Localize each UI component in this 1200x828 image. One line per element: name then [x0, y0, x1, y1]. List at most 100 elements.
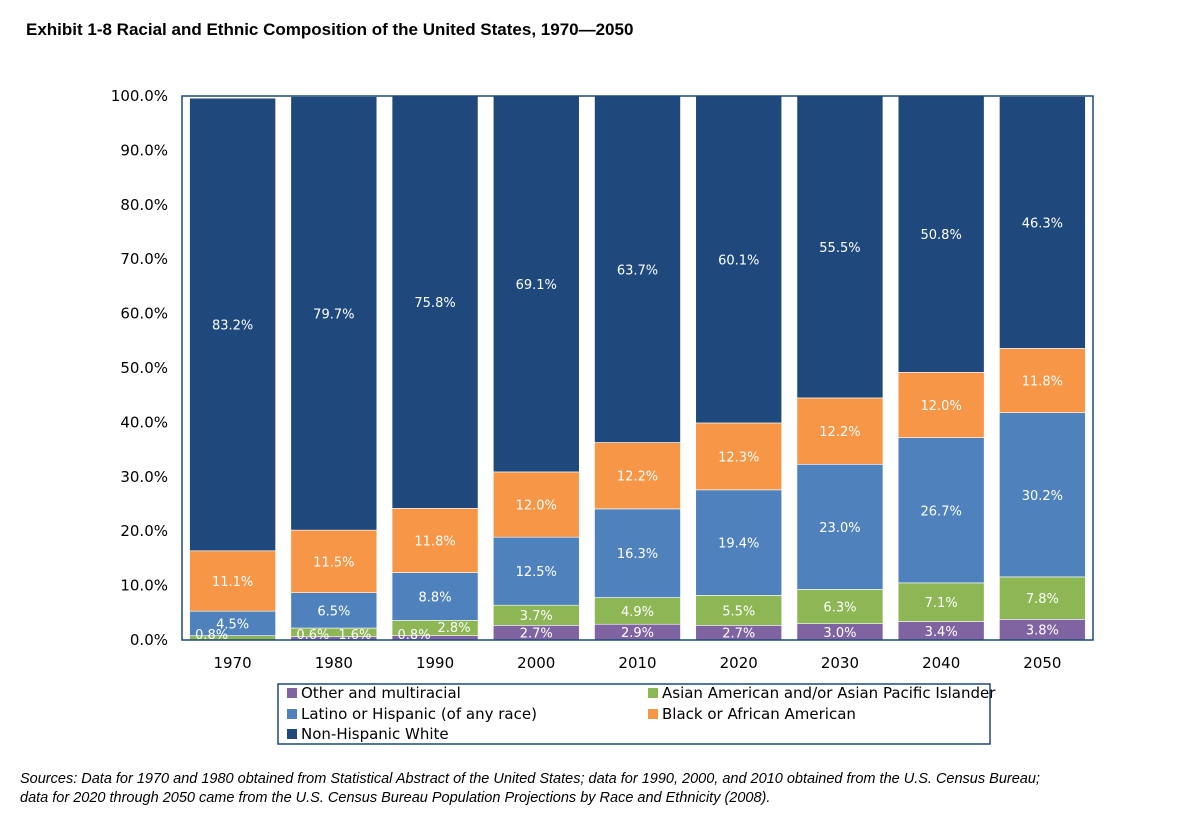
plot-area: 0.8%4.5%11.1%83.2%0.6% 1.6%6.5%11.5%79.7%…	[181, 95, 1094, 643]
sources-line-2: data for 2020 through 2050 came from the…	[20, 790, 771, 806]
data-label-2000-s3: 12.0%	[516, 499, 557, 514]
bar-segment-1970-s3	[189, 550, 276, 612]
x-tick-label: 2040	[922, 654, 960, 672]
bar-segment-2020-s1	[695, 595, 783, 626]
bar-segment-2050-s4	[999, 96, 1086, 349]
data-label-2020-s1: 5.5%	[722, 604, 755, 619]
bar-segment-1990-s4	[391, 95, 479, 509]
sources-line-1: Sources: Data for 1970 and 1980 obtained…	[20, 771, 1040, 787]
x-tick-label: 1970	[214, 654, 252, 672]
data-label-2030-s1: 6.3%	[823, 601, 856, 616]
legend-label-s2: Latino or Hispanic (of any race)	[301, 705, 537, 723]
y-tick-label: 90.0%	[120, 141, 168, 159]
data-label-2010-s4: 63.7%	[617, 263, 658, 278]
x-tick-label: 2010	[618, 654, 656, 672]
chart-title: Exhibit 1-8 Racial and Ethnic Compositio…	[26, 20, 634, 39]
legend-swatch-s0	[287, 688, 297, 698]
legend: Other and multiracial Asian American and/…	[277, 683, 996, 745]
bar-segment-2010-s1	[594, 597, 681, 625]
data-label-2050-s0: 3.8%	[1026, 624, 1059, 639]
data-label-1980-s4: 79.7%	[313, 307, 354, 322]
plot-frame	[181, 95, 1094, 641]
bar-segment-2010-s2	[594, 508, 681, 598]
legend-label-s1: Asian American and/or Asian Pacific Isla…	[662, 684, 996, 702]
data-label-2000-s0: 2.7%	[520, 627, 553, 642]
data-label-2000-s1: 3.7%	[520, 609, 553, 624]
bar-segment-1980-s2	[290, 592, 378, 629]
x-tick-label: 2000	[517, 654, 555, 672]
data-label-2030-s2: 23.0%	[819, 521, 860, 536]
data-label-2040-s2: 26.7%	[921, 504, 962, 519]
x-axis: 1970 1980 1990 2000 2010 2020 2030 2040 2050	[214, 654, 1062, 672]
bar-segment-2050-s1	[999, 576, 1086, 620]
data-label-2040-s0: 3.4%	[925, 625, 958, 640]
data-label-1980-s3: 11.5%	[313, 555, 354, 570]
sources-note: Sources: Data for 1970 and 1980 obtained…	[20, 770, 1190, 808]
data-label-2020-s3: 12.3%	[718, 450, 759, 465]
bar-segment-2020-s4	[695, 95, 783, 424]
y-tick-label: 40.0%	[120, 413, 168, 431]
data-label-2010-s1: 4.9%	[621, 605, 654, 620]
data-label-2050-s1: 7.8%	[1026, 592, 1059, 607]
legend-swatch-s2	[287, 709, 297, 719]
legend-swatch-s1	[648, 688, 658, 698]
data-label-1970-s4: 83.2%	[212, 318, 253, 333]
stacked-bar-chart: 0.8%4.5%11.1%83.2%0.6% 1.6%6.5%11.5%79.7%…	[111, 87, 1094, 745]
x-tick-label: 1980	[315, 654, 353, 672]
bar-segment-2040-s2	[897, 437, 985, 584]
bar-segment-1990-s2	[391, 572, 479, 621]
bar-segment-2040-s3	[897, 372, 985, 438]
data-label-1990-s2: 8.8%	[419, 590, 452, 605]
bar-segment-2040-s1	[897, 582, 985, 622]
data-label-2050-s4: 46.3%	[1022, 216, 1063, 231]
data-label-2010-s3: 12.2%	[617, 470, 658, 485]
bar-segment-2010-s4	[594, 95, 681, 443]
bar-segment-2020-s2	[695, 489, 783, 596]
data-label-1990-s3: 11.8%	[414, 534, 455, 549]
data-label-2020-s0: 2.7%	[722, 627, 755, 642]
bar-segment-2040-s4	[897, 95, 985, 373]
legend-swatch-s4	[287, 729, 297, 739]
data-label-2000-s4: 69.1%	[516, 278, 557, 293]
y-tick-label: 0.0%	[130, 631, 168, 649]
data-label-1990-s4: 75.8%	[414, 296, 455, 311]
bar-segment-2030-s4	[796, 95, 884, 399]
y-tick-label: 100.0%	[111, 87, 168, 105]
data-label-1970-s2: 4.5%	[216, 617, 249, 632]
bar-segment-1990-s3	[391, 508, 479, 573]
bar-segment-2010-s3	[594, 442, 681, 510]
x-tick-label: 1990	[416, 654, 454, 672]
data-label-1970-s3: 11.1%	[212, 575, 253, 590]
bar-segment-1980-s3	[290, 529, 378, 593]
data-label-2030-s0: 3.0%	[823, 626, 856, 641]
bar-segment-2030-s3	[796, 397, 884, 465]
data-label-2010-s0: 2.9%	[621, 626, 654, 641]
y-tick-label: 80.0%	[120, 196, 168, 214]
bar-segment-2000-s4	[492, 95, 580, 473]
y-tick-label: 30.0%	[120, 468, 168, 486]
data-label-2030-s4: 55.5%	[819, 241, 860, 256]
bar-segment-2000-s3	[492, 471, 580, 538]
y-tick-label: 10.0%	[120, 577, 168, 595]
bar-segment-1970-s4	[189, 97, 276, 552]
data-label-2040-s1: 7.1%	[925, 596, 958, 611]
data-label-1990-s1: 2.8%	[438, 621, 471, 636]
x-tick-label: 2030	[821, 654, 859, 672]
bar-segment-2050-s3	[999, 348, 1086, 413]
data-label-2020-s4: 60.1%	[718, 253, 759, 268]
legend-label-s0: Other and multiracial	[301, 684, 461, 702]
bar-segment-2030-s1	[796, 589, 884, 624]
data-label-2010-s2: 16.3%	[617, 547, 658, 562]
y-tick-label: 70.0%	[120, 250, 168, 268]
data-label-2050-s2: 30.2%	[1022, 489, 1063, 504]
bar-segment-1970-s2	[189, 610, 276, 636]
bar-segment-2030-s2	[796, 463, 884, 590]
legend-label-s3: Black or African American	[662, 705, 856, 723]
x-tick-label: 2050	[1023, 654, 1061, 672]
data-label-2040-s4: 50.8%	[921, 228, 962, 243]
y-tick-label: 50.0%	[120, 359, 168, 377]
y-axis: 0.0% 10.0% 20.0% 30.0% 40.0% 50.0% 60.0% 70.0% 8…	[111, 87, 168, 649]
bar-segment-1980-s4	[290, 96, 378, 531]
legend-label-s4: Non-Hispanic White	[301, 725, 449, 743]
data-label-2020-s2: 19.4%	[718, 537, 759, 552]
